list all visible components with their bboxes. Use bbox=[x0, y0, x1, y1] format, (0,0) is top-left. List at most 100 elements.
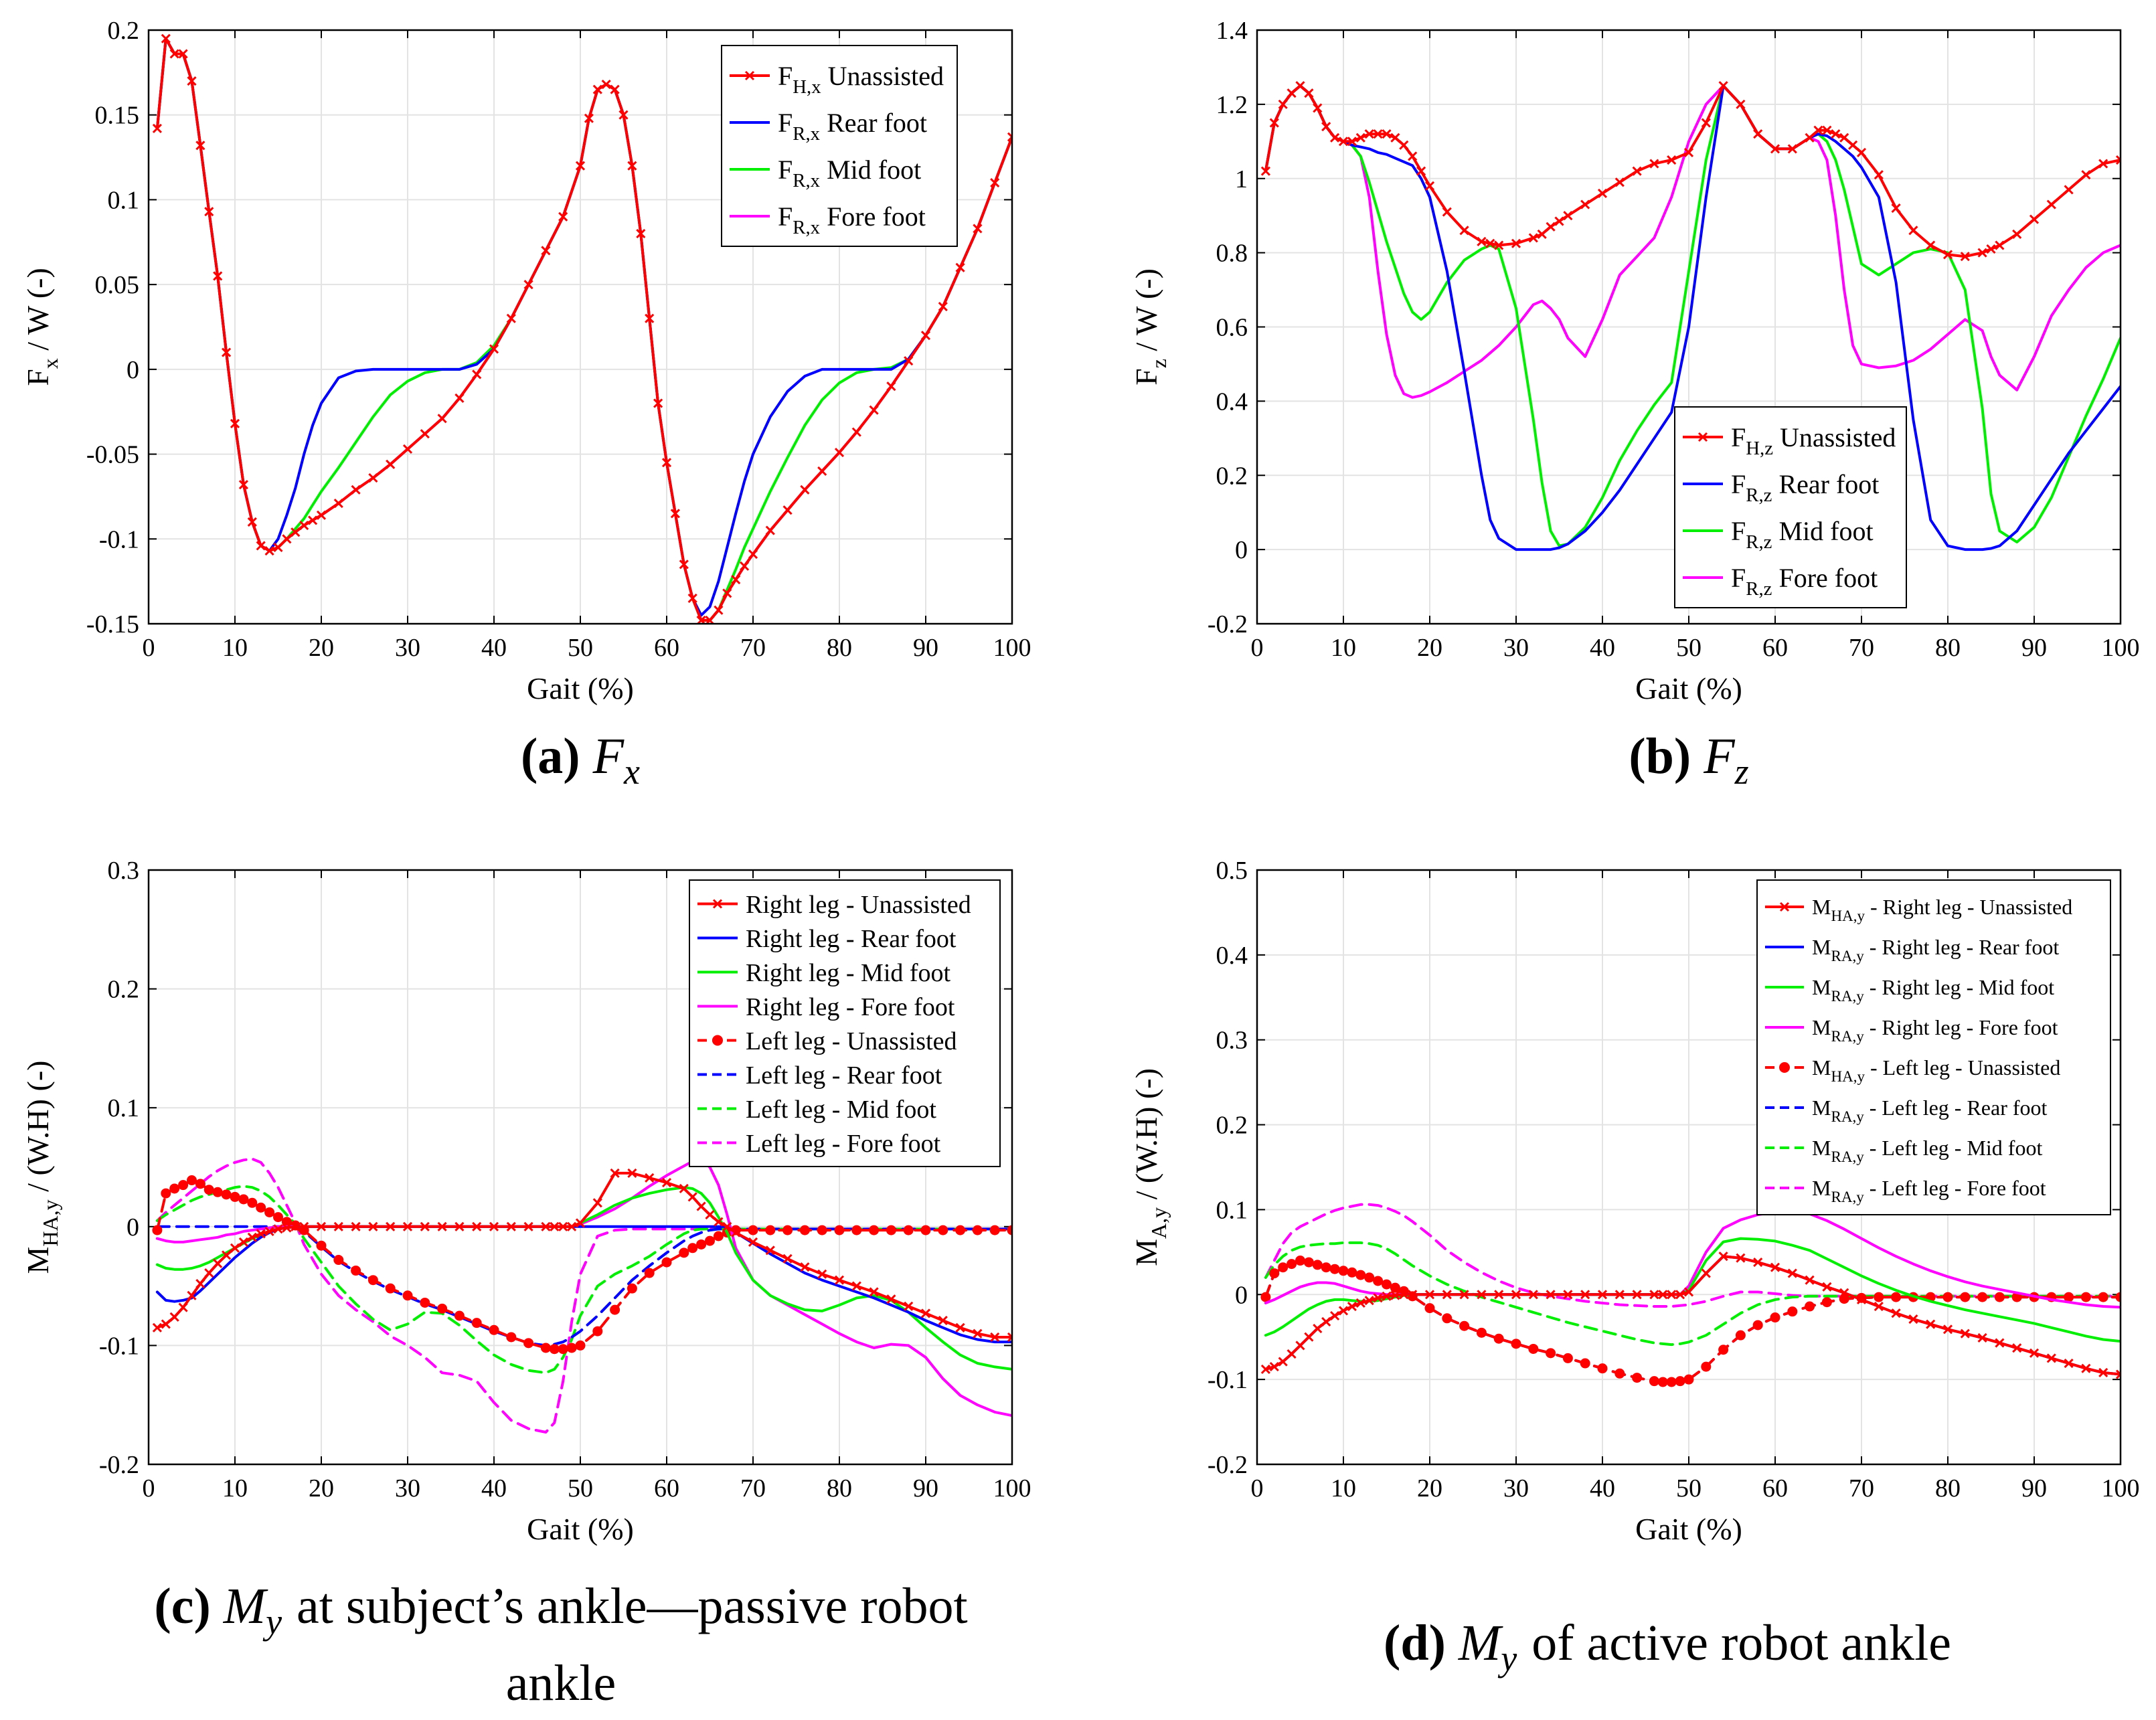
data-point-marker bbox=[610, 1304, 620, 1315]
data-point-marker bbox=[1856, 1294, 1867, 1304]
data-point-marker bbox=[178, 1180, 189, 1191]
data-point-marker bbox=[1355, 1298, 1365, 1308]
x-axis-label: Gait (%) bbox=[1635, 671, 1742, 705]
legend-label-rest: Mid foot bbox=[820, 155, 921, 185]
data-point-marker bbox=[1986, 244, 1996, 254]
data-point-marker bbox=[1718, 1345, 1729, 1355]
data-point-marker bbox=[817, 1225, 827, 1235]
y-tick-label: 0.2 bbox=[1216, 1112, 1248, 1140]
data-point-marker bbox=[203, 1185, 214, 1195]
data-point-marker bbox=[567, 1221, 577, 1231]
legend-entry-label: FR,x Fore foot bbox=[778, 201, 926, 238]
y-tick-label: 0.1 bbox=[108, 1094, 140, 1122]
series-line-rear-foot bbox=[1264, 84, 2121, 551]
data-point-marker bbox=[1295, 1341, 1305, 1351]
data-point-marker bbox=[238, 1237, 248, 1247]
data-point-marker bbox=[1260, 1364, 1270, 1374]
data-point-marker bbox=[973, 1328, 983, 1339]
caption-math: M bbox=[1458, 1615, 1503, 1671]
data-point-marker bbox=[1856, 147, 1867, 158]
data-point-marker bbox=[696, 1201, 706, 1211]
data-point-marker bbox=[1632, 1290, 1642, 1300]
data-point-marker bbox=[195, 1278, 205, 1289]
data-point-marker bbox=[1355, 1270, 1366, 1280]
data-point-marker bbox=[1848, 140, 1858, 150]
data-point-marker bbox=[800, 1262, 810, 1272]
data-point-marker bbox=[938, 1225, 948, 1235]
data-point-marker bbox=[1321, 1316, 1331, 1326]
x-tick-label: 60 bbox=[654, 634, 679, 662]
data-point-marker bbox=[748, 1225, 758, 1235]
data-point-marker bbox=[989, 1225, 1000, 1235]
x-tick-label: 10 bbox=[222, 634, 248, 662]
data-point-marker bbox=[178, 1302, 188, 1312]
data-point-marker bbox=[705, 1235, 715, 1246]
legend-label-main: Right leg - Unassisted bbox=[746, 891, 971, 919]
y-axis-label-main: M bbox=[21, 1247, 55, 1274]
data-point-marker bbox=[687, 593, 697, 604]
legend-label-main: F bbox=[778, 155, 793, 185]
data-point-marker bbox=[2080, 1292, 2091, 1302]
x-tick-label: 10 bbox=[1331, 1474, 1356, 1502]
legend-entry-label: MHA,y - Left leg - Unassisted bbox=[1812, 1055, 2060, 1085]
data-point-marker bbox=[1304, 88, 1314, 98]
data-point-marker bbox=[1597, 1363, 1608, 1374]
x-axis-label: Gait (%) bbox=[527, 671, 634, 705]
data-point-marker bbox=[765, 1225, 776, 1235]
data-point-marker bbox=[740, 561, 750, 571]
data-point-marker bbox=[264, 1207, 275, 1217]
legend-label-main: F bbox=[1731, 422, 1746, 452]
data-point-marker bbox=[1995, 240, 2005, 250]
data-point-marker bbox=[765, 1245, 775, 1256]
legend-label-rest: - Right leg - Fore foot bbox=[1864, 1015, 2058, 1039]
data-point-marker bbox=[437, 1221, 447, 1231]
data-point-marker bbox=[705, 1209, 715, 1220]
data-point-marker bbox=[1476, 1327, 1487, 1338]
data-point-marker bbox=[558, 211, 568, 222]
data-point-marker bbox=[187, 1175, 197, 1186]
legend-marker bbox=[1779, 1062, 1790, 1073]
x-tick-label: 40 bbox=[1590, 1474, 1615, 1502]
data-point-marker bbox=[972, 1225, 983, 1235]
legend-label-main: Left leg - Fore foot bbox=[746, 1130, 941, 1158]
data-point-marker bbox=[541, 1221, 551, 1231]
legend-label-sub: HA,y bbox=[1831, 907, 1865, 924]
data-point-marker bbox=[454, 1221, 465, 1231]
data-point-marker bbox=[661, 1257, 672, 1268]
data-point-marker bbox=[1926, 240, 1936, 250]
y-tick-label: -0.1 bbox=[99, 525, 139, 553]
data-point-marker bbox=[489, 1221, 499, 1231]
y-tick-label: -0.2 bbox=[1208, 610, 1248, 638]
data-point-marker bbox=[973, 224, 983, 234]
data-point-marker bbox=[1382, 1291, 1392, 1301]
legend-label-main: Right leg - Fore foot bbox=[746, 993, 955, 1021]
data-point-marker bbox=[955, 262, 965, 272]
data-point-marker bbox=[1390, 1282, 1400, 1293]
data-point-marker bbox=[187, 1290, 197, 1300]
data-point-marker bbox=[1942, 1324, 1953, 1335]
data-point-marker bbox=[187, 76, 197, 86]
legend-marker bbox=[712, 899, 723, 909]
data-point-marker bbox=[386, 1221, 396, 1231]
data-point-marker bbox=[256, 1202, 266, 1213]
data-point-marker bbox=[1977, 1332, 1987, 1343]
legend-entry-label: Right leg - Unassisted bbox=[746, 891, 971, 919]
data-point-marker bbox=[1424, 1303, 1435, 1314]
legend-entry-label: FR,z Rear foot bbox=[1731, 469, 1879, 506]
x-tick-label: 70 bbox=[740, 1474, 766, 1502]
data-point-marker bbox=[316, 1240, 327, 1251]
y-axis-label-rest: / (W.H) (-) bbox=[1129, 1068, 1163, 1207]
y-tick-label: 0.05 bbox=[95, 271, 140, 299]
legend-label-rest: Fore foot bbox=[820, 201, 926, 232]
data-point-marker bbox=[851, 1225, 862, 1235]
data-point-marker bbox=[2081, 1363, 2091, 1373]
data-point-marker bbox=[2081, 170, 2091, 180]
data-point-marker bbox=[367, 1275, 378, 1286]
data-point-marker bbox=[2029, 1348, 2040, 1358]
y-tick-label: 0.8 bbox=[1216, 240, 1248, 268]
y-tick-label: 0.2 bbox=[1216, 462, 1248, 490]
data-point-marker bbox=[152, 1225, 163, 1235]
caption-sub: y bbox=[262, 1602, 282, 1642]
data-point-marker bbox=[1960, 1292, 1971, 1302]
data-point-marker bbox=[1287, 1349, 1297, 1359]
